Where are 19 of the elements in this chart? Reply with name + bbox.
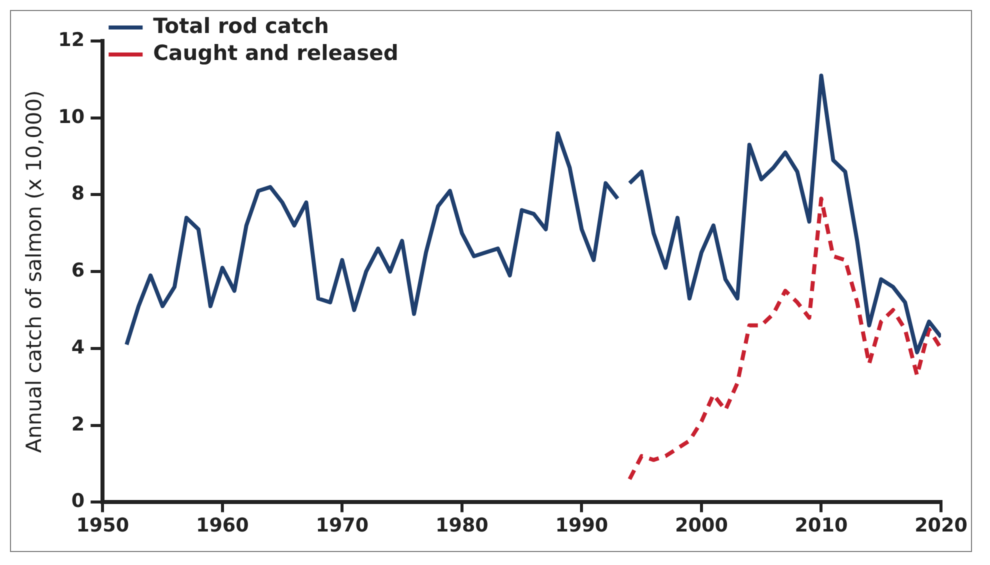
x-tick-label: 1980 [435,514,488,537]
y-tick-label: 6 [71,260,85,282]
x-tick-label: 2000 [675,514,728,537]
y-tick-label: 4 [71,336,85,358]
x-tick-label: 2020 [914,514,968,537]
x-tick-label: 1970 [316,514,369,537]
x-tick-label: 1990 [555,514,608,537]
line-series [628,196,941,482]
legend-label: Caught and released [153,40,398,65]
y-tick-label: 2 [71,413,85,436]
y-axis-title: Annual catch of salmon (x 10,000) [22,90,46,453]
y-tick-label: 10 [58,106,85,128]
x-tick-label: 1960 [196,514,249,537]
x-tick-label: 2010 [794,514,848,537]
y-tick-label: 12 [58,28,85,51]
y-tick-label: 8 [71,182,85,205]
legend-label: Total rod catch [153,14,330,38]
x-tick-label: 1950 [76,514,130,537]
y-tick-label: 0 [71,490,85,512]
